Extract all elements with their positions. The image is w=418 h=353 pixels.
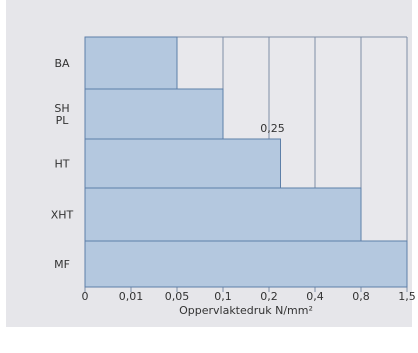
bar-ht <box>84 138 281 189</box>
data-label: 0,25 <box>260 122 285 135</box>
x-tick-label: 0,4 <box>306 290 324 303</box>
category-label: BA <box>54 57 70 70</box>
x-tick-label: 0,8 <box>352 290 370 303</box>
x-tick-label: 0,05 <box>165 290 190 303</box>
bar-xht <box>84 187 362 242</box>
x-tick-label: 1,5 <box>398 290 416 303</box>
category-label: XHT <box>51 209 74 222</box>
category-label: MF <box>54 258 70 271</box>
x-tick-label: 0,2 <box>260 290 278 303</box>
bar-sh-pl <box>84 88 224 140</box>
x-tick-label: 0,1 <box>214 290 232 303</box>
x-axis-label: Oppervlaktedruk N/mm² <box>179 304 313 317</box>
category-label: SH PL <box>54 102 69 127</box>
x-tick-label: 0 <box>82 290 89 303</box>
bar-mf <box>84 240 408 288</box>
category-label: HT <box>55 158 70 171</box>
x-tick-label: 0,01 <box>119 290 144 303</box>
bar-ba <box>84 36 178 90</box>
